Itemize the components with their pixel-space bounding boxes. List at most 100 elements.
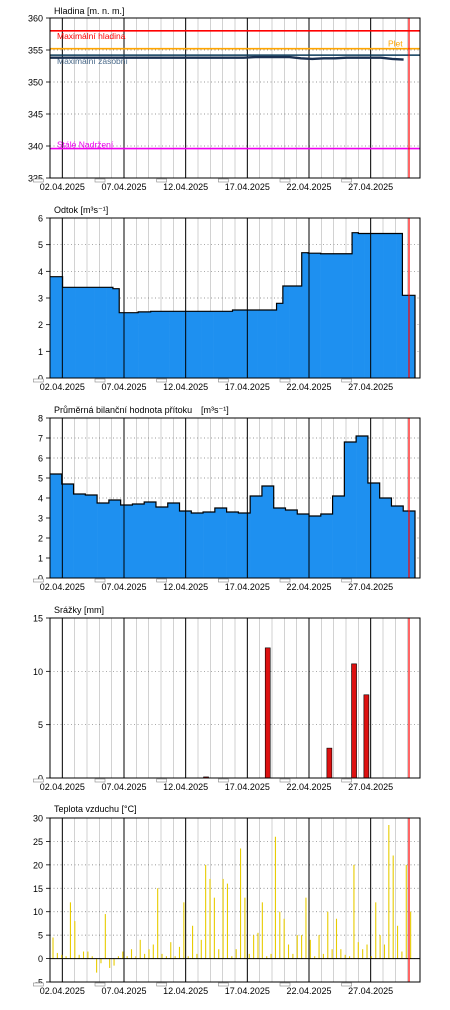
flow-bar-odtok — [68, 287, 76, 378]
flow-bar-prumerna — [309, 516, 322, 578]
y-tick-label-prumerna: 1 — [38, 554, 43, 564]
flow-bar-odtok — [389, 233, 397, 378]
y-tick-label-prumerna: 3 — [38, 514, 43, 524]
x-tick-marker-teplota — [33, 982, 44, 987]
y-tick-label-teplota: 0 — [38, 954, 43, 964]
flow-bar-prumerna — [344, 442, 357, 578]
flow-bar-prumerna — [367, 483, 380, 578]
flow-bar-prumerna — [261, 486, 275, 578]
flow-bar-prumerna — [73, 494, 86, 578]
flow-bar-odtok — [62, 287, 70, 378]
chart-title-hladina: Hladina [m. n. m.] — [54, 6, 125, 16]
y-tick-label-prumerna: 6 — [38, 454, 43, 464]
x-tick-label-srazky: 17.04.2025 — [225, 782, 270, 792]
flow-bar-odtok — [263, 310, 271, 378]
flow-bar-odtok — [94, 287, 101, 378]
y-tick-label-teplota: 25 — [33, 837, 43, 847]
y-tick-label-prumerna: 7 — [38, 434, 43, 444]
x-tick-label-hladina: 17.04.2025 — [225, 182, 270, 192]
x-tick-label-teplota: 07.04.2025 — [101, 986, 146, 996]
flow-bar-odtok — [226, 311, 233, 378]
chart-panel-odtok: 0 1 2 3 4 5 6 02.04.2025 07.04.2025 12.04.2025 17.… — [33, 205, 421, 392]
y-tick-label-srazky: 0 — [38, 774, 43, 784]
y-tick-label-prumerna: 2 — [38, 534, 43, 544]
y-tick-label-odtok: 5 — [38, 240, 43, 250]
x-tick-marker-hladina — [218, 178, 229, 183]
x-tick-marker-prumerna — [94, 578, 106, 583]
flow-bar-odtok — [245, 310, 252, 378]
y-tick-label-teplota: 20 — [33, 860, 43, 870]
flow-bar-odtok — [87, 287, 95, 378]
x-tick-label-srazky: 07.04.2025 — [101, 782, 146, 792]
flow-bar-prumerna — [61, 484, 74, 578]
flow-bar-odtok — [402, 295, 410, 378]
y-tick-label-srazky: 15 — [33, 614, 43, 624]
flow-bar-odtok — [50, 276, 57, 378]
x-tick-marker-srazky — [156, 778, 167, 783]
chart-panel-teplota: -5 0 5 10 15 20 25 30 02.04.2025 07.04.2025 12.04.… — [33, 804, 421, 996]
x-tick-label-teplota: 02.04.2025 — [40, 986, 85, 996]
x-tick-label-prumerna: 27.04.2025 — [348, 582, 393, 592]
x-tick-marker-prumerna — [33, 578, 44, 583]
flow-bar-odtok — [219, 311, 227, 378]
flow-bar-odtok — [75, 287, 82, 378]
flow-bar-odtok — [144, 311, 151, 378]
x-tick-label-teplota: 22.04.2025 — [286, 986, 331, 996]
x-tick-marker-srazky — [33, 778, 44, 783]
y-tick-label-odtok: 0 — [38, 374, 43, 384]
flow-bar-prumerna — [108, 500, 121, 578]
x-tick-label-odtok: 12.04.2025 — [163, 382, 208, 392]
x-tick-label-odtok: 27.04.2025 — [348, 382, 393, 392]
flow-bar-prumerna — [297, 514, 310, 578]
x-tick-label-hladina: 07.04.2025 — [101, 182, 146, 192]
plot-border-odtok — [49, 217, 421, 379]
x-tick-marker-teplota — [94, 982, 106, 987]
y-tick-label-odtok: 3 — [38, 294, 43, 304]
flow-bar-odtok — [270, 310, 277, 378]
flow-bar-odtok — [396, 233, 403, 378]
y-tick-label-odtok: 6 — [38, 214, 43, 224]
flow-bar-odtok — [308, 253, 315, 378]
y-tick-label-hladina: 335 — [28, 174, 43, 184]
flow-bar-odtok — [188, 311, 196, 378]
flow-bar-prumerna — [285, 510, 298, 578]
flow-bar-odtok — [320, 253, 328, 378]
flow-bar-odtok — [56, 276, 63, 378]
y-tick-label-hladina: 340 — [28, 142, 43, 152]
x-tick-marker-srazky — [279, 778, 291, 783]
flow-bar-prumerna — [203, 512, 216, 578]
flow-bar-prumerna — [144, 502, 157, 578]
flow-bar-odtok — [301, 252, 309, 378]
flow-bar-prumerna — [356, 436, 369, 578]
flow-bar-odtok — [106, 287, 114, 378]
flow-bar-prumerna — [273, 508, 286, 578]
x-tick-label-hladina: 27.04.2025 — [348, 182, 393, 192]
x-tick-marker-hladina — [341, 178, 352, 183]
flow-outline-prumerna — [50, 435, 416, 578]
x-tick-label-prumerna: 17.04.2025 — [225, 582, 270, 592]
x-tick-marker-prumerna — [156, 578, 167, 583]
flow-bar-prumerna — [379, 498, 392, 578]
y-tick-label-prumerna: 5 — [38, 474, 43, 484]
x-tick-label-teplota: 27.04.2025 — [348, 986, 393, 996]
plot-border-prumerna — [49, 417, 421, 579]
x-tick-marker-srazky — [94, 778, 106, 783]
x-tick-marker-prumerna — [218, 578, 229, 583]
chart-panel-hladina: 335 340 345 350 355 360 Maximální hladina Plet M… — [28, 6, 421, 192]
chart-panel-prumerna: 0 1 2 3 4 5 6 7 8 02.04.2025 07.04.2025 12.04.2025 1… — [33, 405, 421, 592]
flow-bar-odtok — [201, 311, 208, 378]
flow-bar-odtok — [251, 310, 258, 378]
x-tick-label-prumerna: 07.04.2025 — [101, 582, 146, 592]
y-tick-label-srazky: 5 — [38, 720, 43, 730]
reference-label-dead-storage: Stálé Nadržení — [57, 140, 114, 150]
precip-bar — [363, 694, 370, 779]
flow-outline-odtok — [50, 232, 416, 378]
flow-bar-odtok — [169, 311, 177, 378]
x-tick-label-srazky: 22.04.2025 — [286, 782, 331, 792]
y-tick-label-hladina: 345 — [28, 110, 43, 120]
reference-label-flood: Plet — [388, 39, 403, 49]
x-tick-marker-hladina — [156, 178, 167, 183]
reference-label-max-storage: Maximální zásobní — [57, 56, 129, 66]
y-tick-label-odtok: 1 — [38, 347, 43, 357]
x-tick-label-odtok: 02.04.2025 — [40, 382, 85, 392]
